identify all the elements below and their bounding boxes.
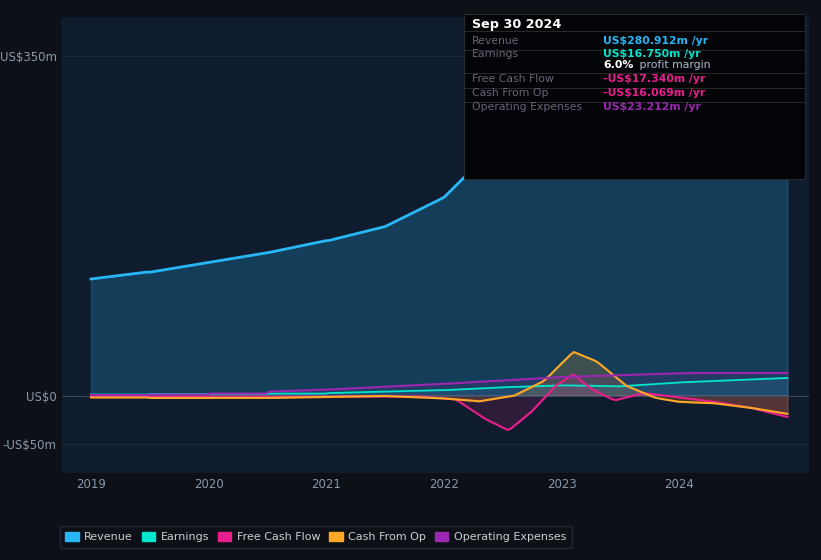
Text: US$23.212m /yr: US$23.212m /yr [603, 102, 701, 113]
Text: Operating Expenses: Operating Expenses [472, 102, 582, 113]
Text: -US$16.069m /yr: -US$16.069m /yr [603, 88, 706, 99]
Text: profit margin: profit margin [636, 60, 711, 71]
Text: Sep 30 2024: Sep 30 2024 [472, 18, 562, 31]
Text: Earnings: Earnings [472, 49, 519, 59]
Text: -US$17.340m /yr: -US$17.340m /yr [603, 74, 706, 85]
Text: Cash From Op: Cash From Op [472, 88, 548, 99]
Legend: Revenue, Earnings, Free Cash Flow, Cash From Op, Operating Expenses: Revenue, Earnings, Free Cash Flow, Cash … [60, 526, 572, 548]
Text: 6.0%: 6.0% [603, 60, 634, 71]
Text: Revenue: Revenue [472, 36, 520, 46]
Text: US$280.912m /yr: US$280.912m /yr [603, 36, 709, 46]
Text: US$16.750m /yr: US$16.750m /yr [603, 49, 701, 59]
Text: Free Cash Flow: Free Cash Flow [472, 74, 554, 85]
